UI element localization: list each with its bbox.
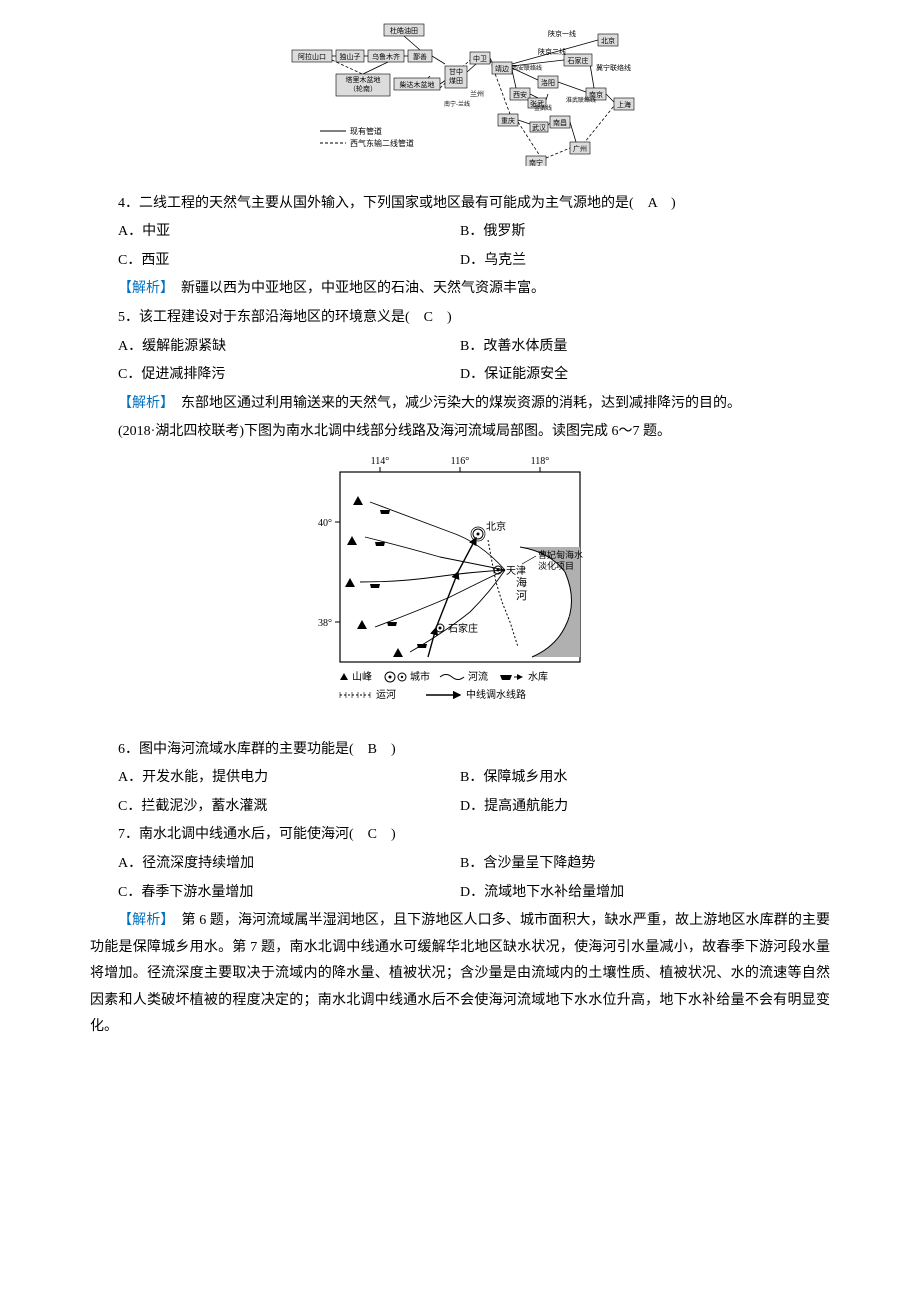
analysis-label: 【解析】 [118,281,167,296]
q4-options-row2: C．西亚 D．乌克兰 [90,248,830,275]
analysis-label: 【解析】 [118,913,167,928]
svg-text:西安联络线: 西安联络线 [512,64,542,72]
svg-text:116°: 116° [451,456,470,467]
svg-text:河流: 河流 [468,670,488,683]
svg-text:陕京一线: 陕京一线 [548,29,576,38]
svg-text:鄯善: 鄯善 [413,52,427,61]
svg-text:南昌: 南昌 [553,118,567,127]
svg-text:独山子: 独山子 [340,52,361,61]
q6-optB: B．保障城乡用水 [460,765,830,792]
svg-text:现有管道: 现有管道 [350,126,382,136]
pipeline-svg: 阿拉山口 独山子 杜皓油田乌鲁木齐 鄯善塔里木盆地（轮南） 柴达木盆地 甘中煤田 中卫靖边 北… [280,16,640,166]
q7-optD: D．流域地下水补给量增加 [460,880,830,907]
svg-text:城市: 城市 [410,670,430,683]
svg-text:南宁: 南宁 [529,158,543,166]
q67-analysis: 【解析】 第 6 题，海河流域属半湿润地区，且下游地区人口多、城市面积大，缺水严… [90,908,830,1041]
q6-optC: C．拦截泥沙，蓄水灌溉 [90,794,460,821]
q7-optA: A．径流深度持续增加 [90,851,460,878]
svg-text:淮武联络线: 淮武联络线 [566,96,596,104]
q5-analysis: 【解析】 东部地区通过利用输送来的天然气，减少污染大的煤炭资源的消耗，达到减排降… [90,391,830,418]
q4-analysis: 【解析】 新疆以西为中亚地区，中亚地区的石油、天然气资源丰富。 [90,276,830,303]
q4-options-row1: A．中亚 B．俄罗斯 [90,219,830,246]
svg-text:海: 海 [516,575,527,589]
svg-text:兰州: 兰州 [470,89,484,98]
q4-optA: A．中亚 [90,219,460,246]
svg-text:塔里木盆地: 塔里木盆地 [346,75,381,84]
svg-text:40°: 40° [318,518,332,529]
q5-options-row1: A．缓解能源紧缺 B．改善水体质量 [90,334,830,361]
svg-text:海: 海 [558,605,570,620]
svg-text:渤: 渤 [558,591,570,605]
svg-text:淡化项目: 淡化项目 [538,560,574,571]
q5-optC: C．促进减排降污 [90,362,460,389]
haihe-svg: 114°116°118°40°38°北京天津石家庄曹妃甸海水淡化项目海河渤海山峰… [310,452,610,712]
q6-optD: D．提高通航能力 [460,794,830,821]
q5-optB: B．改善水体质量 [460,334,830,361]
q5-options-row2: C．促进减排降污 D．保证能源安全 [90,362,830,389]
svg-text:石家庄: 石家庄 [568,56,589,65]
svg-text:武汉: 武汉 [532,123,546,132]
svg-text:西气东输二线管道: 西气东输二线管道 [350,138,414,148]
svg-text:118°: 118° [531,456,550,467]
svg-text:陕京二线: 陕京二线 [538,47,566,56]
svg-text:38°: 38° [318,618,332,629]
context-67: (2018·湖北四校联考)下图为南水北调中线部分线路及海河流域局部图。读图完成 … [90,419,830,446]
q6-optA: A．开发水能，提供电力 [90,765,460,792]
q5-stem: 5．该工程建设对于东部沿海地区的环境意义是( C ) [90,305,830,332]
q7-stem: 7．南水北调中线通水后，可能使海河( C ) [90,822,830,849]
q4-optD: D．乌克兰 [460,248,830,275]
svg-text:水库: 水库 [528,670,548,683]
svg-text:南宁-兰线: 南宁-兰线 [444,100,470,108]
svg-text:（轮南）: （轮南） [349,84,377,93]
svg-text:上海: 上海 [617,100,631,109]
pipeline-network-figure: 阿拉山口 独山子 杜皓油田乌鲁木齐 鄯善塔里木盆地（轮南） 柴达木盆地 甘中煤田 中卫靖边 北… [90,16,830,177]
q67-analysis-text: 第 6 题，海河流域属半湿润地区，且下游地区人口多、城市面积大，缺水严重，故上游… [90,913,830,1034]
q4-optC: C．西亚 [90,248,460,275]
svg-text:柴达木盆地: 柴达木盆地 [400,80,435,89]
q4-analysis-text: 新疆以西为中亚地区，中亚地区的石油、天然气资源丰富。 [167,281,545,296]
svg-text:曹妃甸海水: 曹妃甸海水 [538,549,583,560]
q7-optB: B．含沙量呈下降趋势 [460,851,830,878]
svg-text:石家庄: 石家庄 [448,622,478,635]
svg-text:洛阳: 洛阳 [541,78,555,87]
svg-text:天津: 天津 [506,565,526,577]
svg-text:西安: 西安 [513,90,527,99]
svg-text:靖边: 靖边 [495,64,509,73]
svg-text:广州: 广州 [573,144,587,153]
svg-text:杜皓油田: 杜皓油田 [390,26,418,35]
svg-text:甘中: 甘中 [449,67,463,76]
svg-text:金武线: 金武线 [534,104,552,112]
svg-text:重庆: 重庆 [501,116,515,125]
q7-options-row2: C．春季下游水量增加 D．流域地下水补给量增加 [90,880,830,907]
q6-options-row1: A．开发水能，提供电力 B．保障城乡用水 [90,765,830,792]
q7-options-row1: A．径流深度持续增加 B．含沙量呈下降趋势 [90,851,830,878]
svg-text:河: 河 [516,589,527,602]
svg-text:运河: 运河 [376,689,396,701]
q4-optB: B．俄罗斯 [460,219,830,246]
svg-text:114°: 114° [371,456,390,467]
svg-text:北京: 北京 [486,520,506,533]
q5-optD: D．保证能源安全 [460,362,830,389]
svg-text:中线调水线路: 中线调水线路 [466,688,526,701]
svg-text:冀宁联络线: 冀宁联络线 [596,63,631,72]
q6-stem: 6．图中海河流域水库群的主要功能是( B ) [90,737,830,764]
svg-text:乌鲁木齐: 乌鲁木齐 [372,52,400,61]
q7-optC: C．春季下游水量增加 [90,880,460,907]
svg-text:山峰: 山峰 [352,671,372,683]
svg-text:中卫: 中卫 [473,54,487,63]
analysis-label: 【解析】 [118,396,167,411]
svg-text:北京: 北京 [601,36,615,45]
haihe-map-figure: 114°116°118°40°38°北京天津石家庄曹妃甸海水淡化项目海河渤海山峰… [90,452,830,723]
q6-options-row2: C．拦截泥沙，蓄水灌溉 D．提高通航能力 [90,794,830,821]
q5-analysis-text: 东部地区通过利用输送来的天然气，减少污染大的煤炭资源的消耗，达到减排降污的目的。 [167,396,741,411]
q5-optA: A．缓解能源紧缺 [90,334,460,361]
q4-stem: 4．二线工程的天然气主要从国外输入，下列国家或地区最有可能成为主气源地的是( A… [90,191,830,218]
svg-text:阿拉山口: 阿拉山口 [298,52,326,61]
svg-text:煤田: 煤田 [449,76,463,85]
